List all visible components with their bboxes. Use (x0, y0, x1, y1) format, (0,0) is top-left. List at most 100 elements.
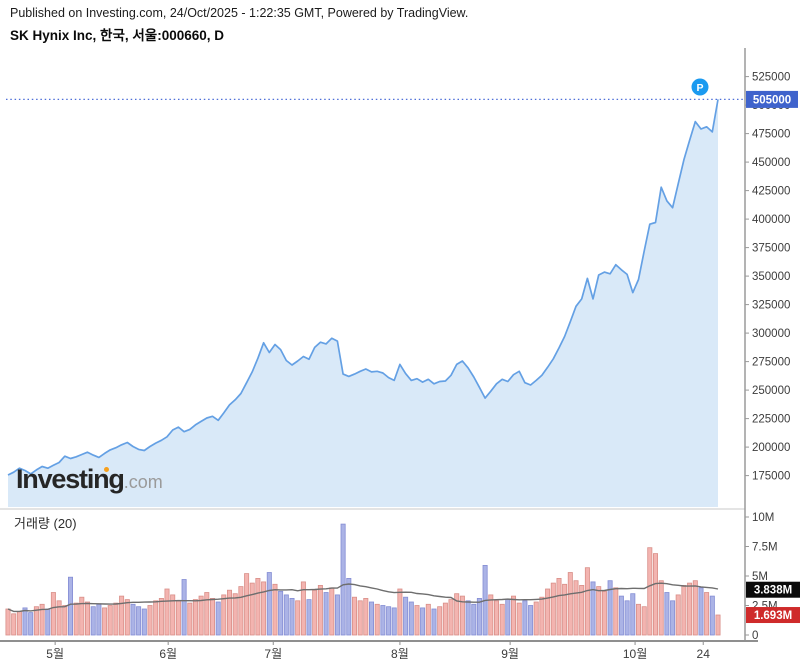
volume-bar-down (68, 576, 74, 636)
volume-bar-down (90, 606, 96, 636)
volume-bar-up (192, 599, 198, 636)
volume-bar-down (346, 578, 352, 636)
volume-bar-up (5, 608, 11, 636)
volume-ma-line (7, 582, 719, 613)
time-axis-tick-label: 7월 (264, 647, 282, 661)
volume-bar-up (73, 602, 79, 636)
volume-bar-down (278, 590, 284, 636)
volume-bar-up (329, 587, 335, 636)
volume-bar-down (368, 601, 374, 636)
volume-bar-down (698, 587, 704, 636)
time-axis-tick-label: 8월 (391, 647, 409, 661)
volume-bar-up (584, 567, 590, 636)
volume-bar-down (505, 599, 511, 636)
volume-bar-up (425, 603, 431, 636)
volume-bar-up (261, 581, 267, 636)
volume-axis-tick-label: 10M (752, 512, 774, 524)
volume-bar-down (45, 608, 51, 636)
volume-bar-up (653, 553, 659, 636)
volume-bar-down (22, 607, 28, 636)
volume-bar-up (692, 580, 698, 636)
volume-axis-tick-label: 7.5M (752, 542, 778, 554)
time-axis[interactable]: 5월 6월 7월 8월 9월 10월 24 (46, 641, 710, 661)
price-axis-tick-label: 375000 (752, 243, 790, 255)
volume-bar-down (670, 600, 676, 636)
volume-bar-up (33, 606, 39, 636)
volume-bar-up (636, 603, 642, 636)
time-axis-tick-label: 24 (697, 647, 711, 661)
volume-bar-up (107, 605, 113, 636)
volume-bar-up (567, 572, 573, 636)
volume-bar-up (249, 582, 255, 636)
volume-ma-value-label: 3.838M (746, 581, 800, 598)
volume-bar-up (147, 605, 153, 636)
volume-bar-up (56, 600, 62, 636)
svg-text:1.693M: 1.693M (754, 610, 792, 622)
volume-bar-down (476, 598, 482, 636)
investing-logo: Investing.com (16, 464, 163, 495)
volume-bar-up (442, 602, 448, 636)
volume-bar-up (295, 600, 301, 636)
volume-bar-down (590, 581, 596, 636)
volume-bar-up (124, 599, 130, 636)
investing-logo-suffix: .com (123, 472, 163, 492)
price-axis-tick-label: 175000 (752, 471, 790, 483)
volume-bar-down (386, 606, 392, 636)
price-axis[interactable]: 175000 200000 225000 250000 275000 300000 3250… (745, 72, 790, 483)
volume-axis-tick-label: 0 (752, 630, 758, 642)
volume-bar-down (141, 608, 147, 636)
volume-bar-up (550, 582, 556, 636)
price-axis-tick-label: 425000 (752, 186, 790, 198)
volume-bar-up (601, 590, 607, 636)
volume-bar-up (102, 607, 108, 636)
svg-text:505000: 505000 (753, 94, 791, 106)
volume-bar-up (448, 599, 454, 636)
time-axis-tick-label: 5월 (46, 647, 64, 661)
volume-bar-up (221, 594, 227, 636)
volume-bar-up (397, 588, 403, 636)
volume-bar-down (471, 603, 477, 636)
last-volume-value-label: 1.693M (746, 607, 800, 624)
volume-bar-up (11, 613, 17, 636)
volume-bar-down (380, 605, 386, 636)
volume-bar-up (272, 583, 278, 636)
volume-bar-down (465, 600, 471, 636)
volume-bar-down (709, 595, 715, 636)
price-axis-tick-label: 450000 (752, 157, 790, 169)
volume-bar-down (607, 580, 613, 636)
volume-axis-tick-label: 5M (752, 571, 768, 583)
price-axis-tick-label: 475000 (752, 129, 790, 141)
volume-bar-up (351, 596, 357, 636)
volume-bar-down (306, 599, 312, 636)
volume-bar-up (209, 598, 215, 636)
volume-bar-up (579, 585, 585, 636)
volume-bar-up (170, 594, 176, 636)
volume-bar-down (522, 600, 528, 636)
volume-bar-up (488, 594, 494, 636)
volume-bar-up (533, 601, 539, 636)
volume-bar-up (647, 547, 653, 636)
volume-bar-up (198, 595, 204, 636)
volume-bar-up (437, 606, 443, 636)
volume-bar-up (499, 603, 505, 636)
volume-bar-up (510, 595, 516, 636)
volume-bar-up (238, 586, 244, 636)
time-axis-tick-label: 9월 (501, 647, 519, 661)
price-axis-tick-label: 225000 (752, 414, 790, 426)
time-axis-tick-label: 6월 (159, 647, 177, 661)
volume-bar-down (283, 594, 289, 636)
volume-bar-up (596, 586, 602, 636)
marker-badge[interactable]: P (691, 78, 709, 96)
volume-bar-up (363, 598, 369, 636)
volume-bar-up (454, 593, 460, 636)
volume-bar-up (158, 598, 164, 636)
investing-logo-dot-icon (104, 467, 109, 472)
volume-bar-down (408, 601, 414, 636)
volume-bar-up (562, 583, 568, 636)
volume-bar-down (340, 523, 346, 636)
volume-bar-down (323, 592, 329, 636)
volume-bar-up (374, 603, 380, 636)
volume-bar-up (312, 589, 318, 636)
volume-bar-down (136, 606, 142, 636)
